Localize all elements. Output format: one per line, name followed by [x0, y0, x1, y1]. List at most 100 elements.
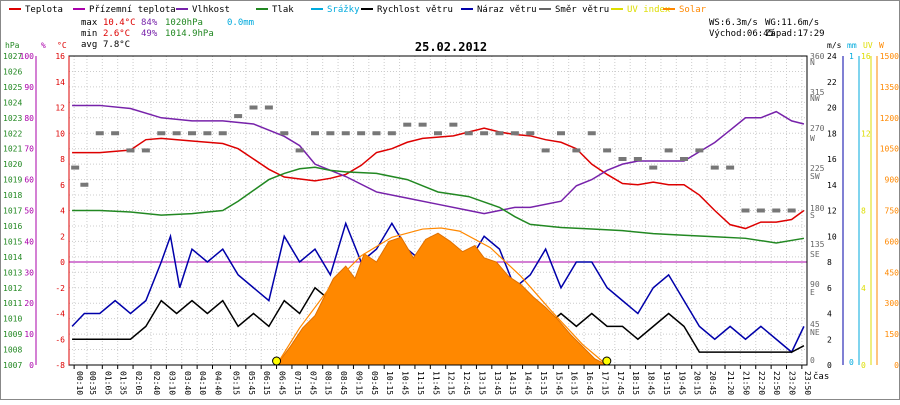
ms-tick-label: 24 [827, 52, 837, 61]
hpa-tick-label: 1014 [3, 253, 22, 262]
x-tick-label: 00:35 [88, 371, 97, 395]
winddir-point [756, 208, 765, 213]
stat-avg-label: avg [81, 40, 97, 50]
winddir-tick-label: 0 [810, 356, 815, 365]
axes: 1027102610251024102310221021102010191018… [3, 41, 899, 395]
x-tick-label: 00:10 [75, 371, 84, 395]
celsius-tick-label: 16 [55, 52, 65, 61]
winddir-point [295, 148, 304, 153]
hpa-unit: hPa [5, 41, 20, 50]
legend-label: Náraz větru [477, 5, 537, 15]
uv-tick-label: 12 [861, 129, 871, 138]
x-tick-label: 20:45 [708, 371, 717, 395]
pct-tick-label: 90 [24, 83, 34, 92]
stats-block: max 10.4°C 84% 1020hPa 0.0mm min 2.6°C 4… [81, 18, 825, 50]
w-tick-label: 0 [894, 361, 899, 370]
pct-unit: % [41, 41, 46, 50]
winddir-tick-label: N [810, 58, 815, 67]
winddir-tick-label: NE [810, 328, 820, 337]
winddir-point [111, 131, 120, 136]
winddir-point [510, 131, 519, 136]
celsius-tick-label: -2 [55, 284, 65, 293]
winddir-point [418, 122, 427, 127]
winddir-tick-label: 90 [810, 280, 820, 289]
x-tick-label: 09:45 [370, 371, 379, 395]
x-tick-label: 10:45 [401, 371, 410, 395]
x-tick-label: 19:15 [662, 371, 671, 395]
wind-ws: WS:6.3m/s [709, 18, 758, 28]
legend-label: Rychlost větru [377, 5, 453, 15]
winddir-point [572, 148, 581, 153]
w-tick-label: 1050 [880, 145, 899, 154]
winddir-point [633, 157, 642, 161]
ms-unit: m/s [827, 41, 842, 50]
w-tick-label: 1500 [880, 52, 899, 61]
hpa-tick-label: 1026 [3, 67, 22, 76]
x-tick-label: 02:05 [134, 371, 143, 395]
stat-max-rain: 0.0mm [227, 18, 254, 28]
grid [69, 55, 807, 366]
stat-min-label: min [81, 29, 97, 39]
hpa-tick-label: 1008 [3, 346, 22, 355]
ms-tick-label: 18 [827, 129, 837, 138]
stat-max-hum: 84% [141, 18, 158, 28]
winddir-point [71, 165, 80, 170]
celsius-tick-label: 0 [60, 258, 65, 267]
celsius-tick-label: 6 [60, 181, 65, 190]
winddir-point [403, 122, 412, 127]
mm-tick-label: 0 [849, 358, 854, 367]
winddir-point [188, 131, 196, 136]
hpa-tick-label: 1025 [3, 83, 22, 92]
x-tick-label: 15:15 [539, 371, 548, 395]
winddir-point [603, 148, 612, 153]
hpa-tick-label: 1016 [3, 222, 22, 231]
x-tick-label: 15:45 [554, 371, 563, 395]
legend: Teplota Přízemní teplota Vlhkost Tlak Srážky… [9, 5, 707, 15]
x-tick-label: 04:10 [198, 371, 207, 395]
ms-tick-label: 14 [827, 181, 837, 190]
ms-tick-label: 2 [827, 335, 832, 344]
stat-min-hum: 49% [141, 29, 158, 39]
x-tick-label: 11:15 [416, 371, 425, 395]
winddir-point [495, 131, 504, 136]
x-tick-label: 05:15 [231, 371, 240, 395]
stat-max-press: 1020hPa [165, 18, 203, 28]
winddir-point [649, 165, 658, 170]
winddir-tick-label: S [810, 211, 815, 220]
x-tick-label: 03:40 [183, 371, 192, 395]
series-solar-area [275, 232, 608, 366]
winddir-tick-label: 180 [810, 204, 825, 213]
x-tick-label: 07:45 [308, 371, 317, 395]
x-tick-label: 02:40 [152, 371, 161, 395]
x-tick-label: 05:45 [247, 371, 256, 395]
pct-tick-label: 40 [24, 237, 34, 246]
x-tick-label: 14:15 [508, 371, 517, 395]
winddir-point [726, 165, 735, 170]
sunset: Západ:17:29 [765, 29, 825, 39]
celsius-tick-label: 8 [60, 155, 65, 164]
hpa-tick-label: 1020 [3, 160, 22, 169]
sunrise-marker [272, 356, 282, 366]
hpa-tick-label: 1019 [3, 176, 22, 185]
winddir-point [172, 131, 181, 136]
x-tick-label: 21:50 [741, 371, 750, 395]
winddir-point [741, 208, 750, 213]
celsius-tick-label: 4 [60, 207, 65, 216]
winddir-tick-label: NW [810, 94, 820, 103]
x-tick-label: 22:50 [772, 371, 781, 395]
winddir-tick-label: W [810, 134, 815, 143]
winddir-point [695, 148, 704, 153]
winddir-point [664, 148, 673, 153]
w-tick-label: 900 [885, 176, 900, 185]
pct-tick-label: 10 [24, 330, 34, 339]
legend-label: Tlak [272, 5, 294, 15]
x-tick-label: 21:20 [726, 371, 735, 395]
legend-label: Přízemní teplota [89, 5, 176, 15]
winddir-point [618, 157, 627, 161]
legend-label: Vlhkost [192, 5, 230, 15]
winddir-point [372, 131, 381, 136]
w-tick-label: 300 [885, 299, 900, 308]
winddir-point [449, 122, 458, 127]
winddir-point [480, 131, 489, 136]
